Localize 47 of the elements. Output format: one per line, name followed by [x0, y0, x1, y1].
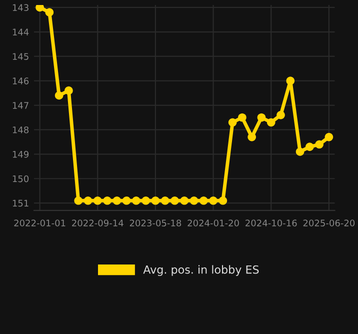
- point: [199, 196, 208, 205]
- point: [228, 118, 237, 127]
- y-tick-label: 144: [12, 28, 29, 36]
- point: [142, 196, 150, 205]
- point: [266, 118, 276, 127]
- point: [93, 196, 102, 205]
- point: [306, 142, 314, 152]
- point: [315, 140, 324, 149]
- legend-label: Avg. pos. in lobby ES: [143, 265, 259, 276]
- y-tick-label: 147: [12, 102, 28, 109]
- y-tick-label: 150: [12, 175, 29, 182]
- point: [84, 196, 92, 205]
- x-tick-label: 2025-06-20: [303, 220, 355, 226]
- point: [248, 132, 256, 142]
- x-tick-label: 2023-05-18: [130, 220, 182, 226]
- point: [112, 196, 122, 205]
- point: [170, 196, 179, 205]
- point: [151, 196, 160, 205]
- point: [296, 148, 304, 156]
- point: [276, 110, 285, 120]
- x-tick-label: 2022-09-14: [72, 220, 124, 226]
- x-tick-label: 2024-01-20: [188, 220, 239, 226]
- point: [132, 196, 140, 205]
- point: [45, 8, 54, 17]
- y-tick-label: 145: [12, 53, 28, 60]
- point: [257, 113, 266, 122]
- point: [238, 113, 246, 122]
- point: [286, 76, 295, 85]
- point: [160, 196, 170, 205]
- point: [54, 91, 64, 100]
- point: [180, 196, 189, 205]
- y-tick-label: 149: [12, 150, 29, 158]
- y-tick-label: 151: [12, 200, 28, 207]
- point: [190, 196, 198, 205]
- point: [64, 86, 73, 95]
- x-tick-label: 2022-01-01: [14, 220, 66, 226]
- point: [122, 196, 131, 205]
- point: [36, 5, 44, 12]
- y-tick-label: 143: [12, 4, 28, 12]
- point: [209, 196, 218, 205]
- point: [218, 196, 228, 205]
- y-tick-label: 148: [12, 126, 29, 134]
- point: [74, 196, 83, 205]
- point: [324, 132, 334, 142]
- y-tick-label: 146: [12, 78, 29, 84]
- point: [103, 196, 112, 205]
- x-tick-label: 2024-10-16: [246, 220, 297, 226]
